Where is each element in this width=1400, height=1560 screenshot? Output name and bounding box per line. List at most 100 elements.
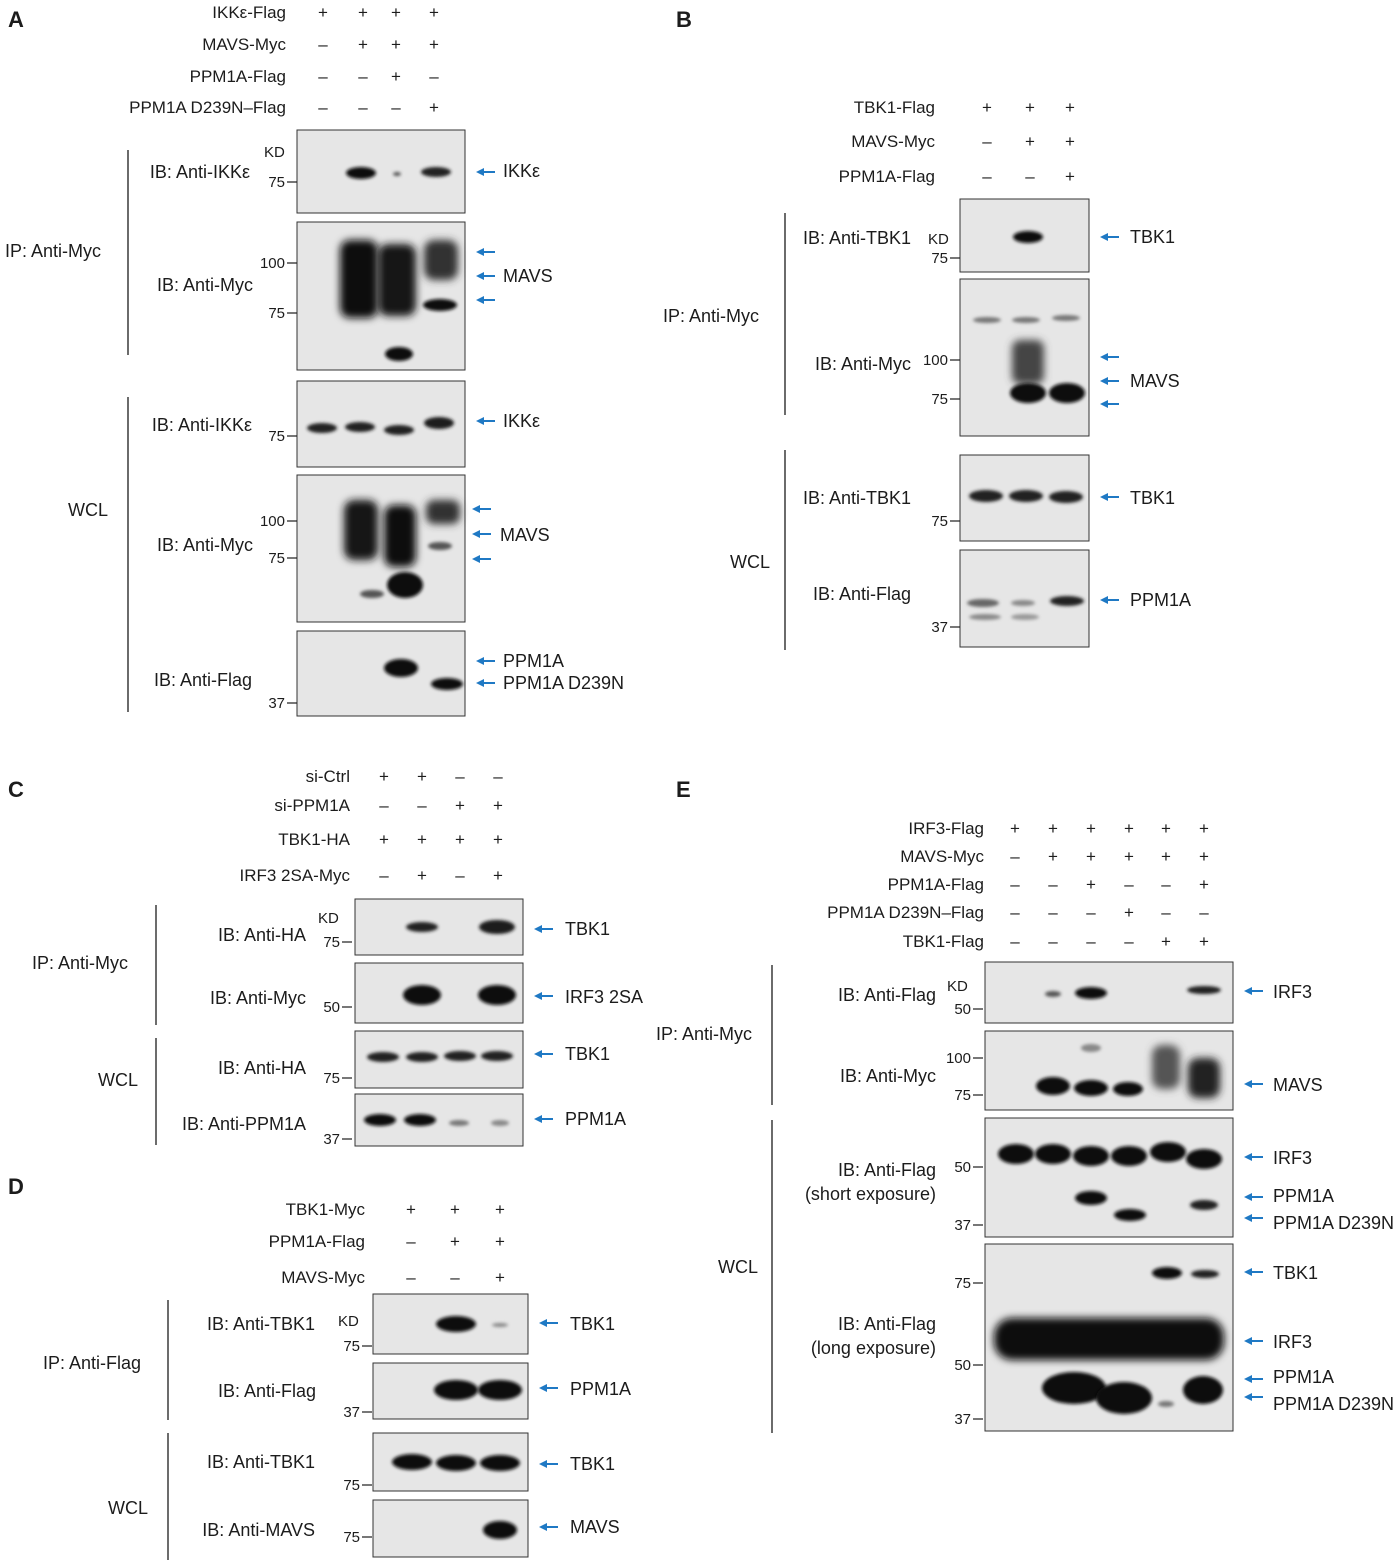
condition-mark: + xyxy=(1025,132,1035,151)
ib-label: IB: Anti-Flag xyxy=(838,1160,936,1180)
band xyxy=(492,1323,508,1327)
band xyxy=(423,299,457,311)
condition-mark: + xyxy=(429,3,439,22)
band xyxy=(1012,340,1044,384)
condition-mark: + xyxy=(495,1232,505,1251)
ib-label: IB: Anti-Myc xyxy=(157,535,253,555)
band xyxy=(384,425,414,435)
arrow xyxy=(1244,1153,1263,1161)
band xyxy=(969,614,1001,620)
band xyxy=(406,922,438,932)
band xyxy=(480,1455,520,1471)
kd-label: KD xyxy=(928,231,949,248)
mw-marker: 75 xyxy=(954,1275,971,1292)
band xyxy=(1011,600,1035,606)
band xyxy=(998,1144,1034,1164)
band xyxy=(364,1114,396,1126)
arrow xyxy=(472,555,491,563)
condition-mark: + xyxy=(495,1268,505,1287)
condition-mark: – xyxy=(455,866,465,885)
condition-mark: + xyxy=(1086,819,1096,838)
mw-marker: 37 xyxy=(954,1411,971,1428)
target-label: PPM1A xyxy=(1273,1186,1334,1206)
mw-marker: 75 xyxy=(954,1087,971,1104)
condition-mark: + xyxy=(1161,847,1171,866)
band xyxy=(393,172,401,176)
kd-label: KD xyxy=(264,144,285,161)
mw-marker: 50 xyxy=(954,1001,971,1018)
mw-marker: 100 xyxy=(946,1050,971,1067)
arrow xyxy=(1244,1214,1263,1222)
condition-mark: – xyxy=(406,1232,416,1251)
condition-mark: + xyxy=(1199,932,1209,951)
condition-mark: + xyxy=(455,830,465,849)
ib-label: IB: Anti-Flag xyxy=(838,985,936,1005)
condition-mark: + xyxy=(455,796,465,815)
condition-label: MAVS-Myc xyxy=(202,35,286,54)
band xyxy=(428,542,452,550)
mw-marker: 37 xyxy=(954,1217,971,1234)
ib-label: IB: Anti-Flag xyxy=(154,670,252,690)
condition-label: TBK1-Myc xyxy=(286,1200,366,1219)
group-label: IP: Anti-Myc xyxy=(656,1024,752,1044)
panel-letter-e: E xyxy=(676,777,691,802)
group-label: WCL xyxy=(718,1257,758,1277)
band xyxy=(404,1114,436,1126)
panel-a: A IKKε-Flag + + + + MAVS-Myc – + + + PPM… xyxy=(5,3,624,717)
arrow xyxy=(1100,596,1119,604)
condition-mark: + xyxy=(450,1232,460,1251)
arrow xyxy=(539,1384,558,1392)
target-label: IRF3 xyxy=(1273,1148,1312,1168)
band xyxy=(392,1454,432,1470)
condition-label: MAVS-Myc xyxy=(281,1268,365,1287)
mw-marker: 37 xyxy=(931,619,948,636)
ib-label: IB: Anti-TBK1 xyxy=(207,1452,315,1472)
condition-label: TBK1-Flag xyxy=(854,98,935,117)
condition-mark: – xyxy=(358,98,368,117)
mw-marker: 50 xyxy=(323,999,340,1016)
condition-mark: + xyxy=(450,1200,460,1219)
kd-label: KD xyxy=(318,910,339,927)
condition-mark: + xyxy=(379,767,389,786)
mw-marker: 75 xyxy=(268,550,285,567)
condition-mark: + xyxy=(1161,932,1171,951)
band xyxy=(424,240,458,280)
condition-mark: + xyxy=(417,866,427,885)
panel-c: C si-Ctrl + + – – si-PPM1A – – + + TBK1-… xyxy=(8,767,643,1148)
group-label: IP: Anti-Myc xyxy=(663,306,759,326)
band xyxy=(1075,1191,1107,1205)
condition-mark: – xyxy=(1010,847,1020,866)
band xyxy=(1111,1146,1147,1166)
band xyxy=(478,985,516,1005)
condition-mark: – xyxy=(1025,167,1035,186)
condition-label: TBK1-HA xyxy=(278,830,350,849)
band xyxy=(424,417,454,429)
condition-mark: – xyxy=(1010,903,1020,922)
target-label: TBK1 xyxy=(565,1044,610,1064)
condition-mark: – xyxy=(1161,903,1171,922)
condition-mark: – xyxy=(391,98,401,117)
band xyxy=(436,1455,476,1471)
condition-label: IRF3 2SA-Myc xyxy=(239,866,350,885)
ib-label: IB: Anti-MAVS xyxy=(202,1520,315,1540)
condition-mark: + xyxy=(1161,819,1171,838)
condition-label: MAVS-Myc xyxy=(851,132,935,151)
arrow xyxy=(1244,1393,1263,1401)
group-label: WCL xyxy=(98,1070,138,1090)
band xyxy=(1011,614,1039,620)
panel-letter-c: C xyxy=(8,777,24,802)
condition-mark: + xyxy=(1065,167,1075,186)
group-label: WCL xyxy=(68,500,108,520)
target-label: IRF3 xyxy=(1273,982,1312,1002)
target-label: TBK1 xyxy=(565,919,610,939)
target-label: PPM1A xyxy=(1130,590,1191,610)
target-label: TBK1 xyxy=(1273,1263,1318,1283)
group-label: IP: Anti-Flag xyxy=(43,1353,141,1373)
condition-mark: – xyxy=(429,67,439,86)
target-label: PPM1A xyxy=(570,1379,631,1399)
band xyxy=(1075,987,1107,999)
group-label: WCL xyxy=(108,1498,148,1518)
condition-mark: – xyxy=(493,767,503,786)
target-label: MAVS xyxy=(500,525,550,545)
